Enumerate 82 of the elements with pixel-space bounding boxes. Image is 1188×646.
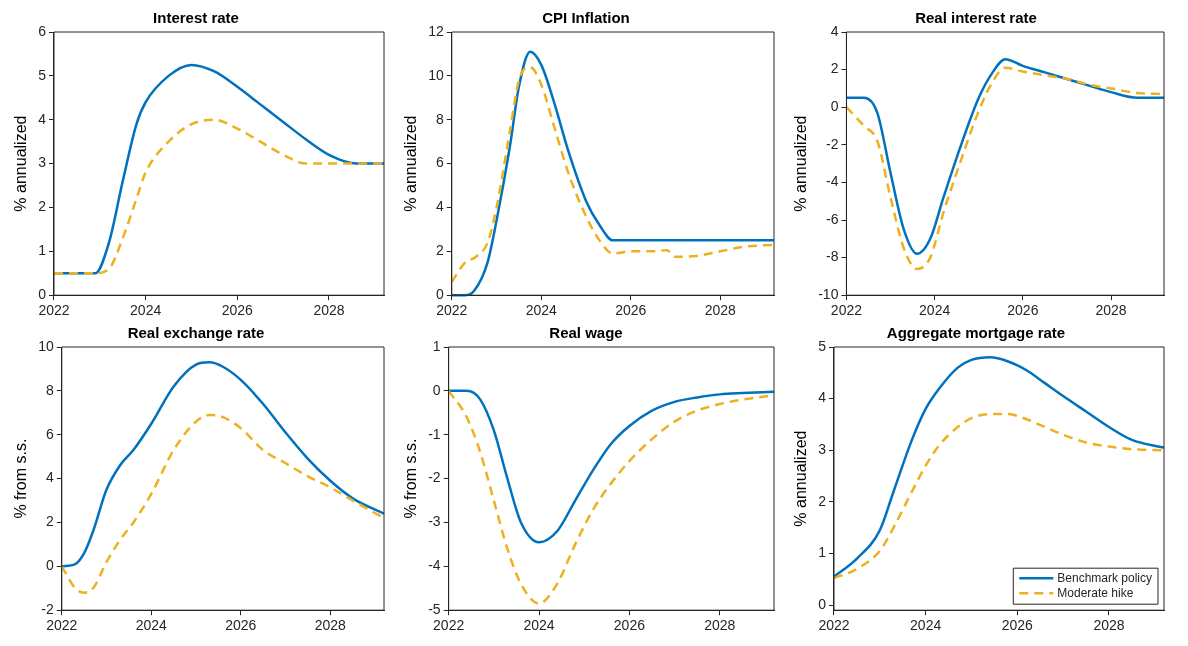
y-tick-label: -10 — [818, 286, 839, 303]
chart-title: Interest rate — [153, 9, 239, 27]
x-tick-label: 2024 — [910, 617, 942, 634]
y-tick-label: 0 — [38, 286, 47, 303]
y-tick-label: -3 — [428, 513, 441, 530]
y-tick-label: 2 — [45, 513, 54, 530]
y-tick-label: 3 — [818, 441, 827, 458]
y-axis-title: % annualized — [402, 115, 420, 212]
y-tick-label: 2 — [38, 198, 47, 215]
x-tick-label: 2024 — [135, 617, 168, 634]
y-tick-label: 2 — [435, 242, 444, 259]
y-axis-title: % annualized — [792, 115, 810, 212]
y-tick-label: 0 — [830, 98, 839, 115]
legend-label: Moderate hike — [1057, 585, 1134, 600]
chart-title: Real exchange rate — [127, 324, 265, 342]
y-tick-label: 5 — [818, 337, 827, 354]
x-tick-label: 2022 — [433, 617, 465, 634]
y-axis-title: % from s.s. — [402, 438, 420, 519]
y-tick-label: 6 — [435, 154, 444, 171]
y-tick-label: 1 — [432, 337, 441, 354]
x-tick-label: 2026 — [615, 302, 647, 319]
y-tick-label: 10 — [38, 337, 54, 354]
x-tick-label: 2022 — [818, 617, 850, 634]
y-tick-label: 4 — [435, 198, 444, 215]
y-tick-label: 1 — [38, 242, 47, 259]
y-tick-label: -8 — [825, 248, 839, 265]
y-tick-label: 6 — [38, 22, 47, 39]
y-tick-label: -4 — [428, 557, 441, 574]
x-tick-label: 2026 — [221, 302, 254, 319]
x-tick-label: 2022 — [436, 302, 468, 319]
chart-title: CPI Inflation — [542, 9, 630, 27]
y-tick-label: 12 — [428, 22, 444, 39]
y-tick-label: -4 — [825, 173, 839, 190]
x-tick-label: 2028 — [1095, 302, 1127, 319]
chart-title: Aggregate mortgage rate — [886, 324, 1066, 342]
y-tick-label: -6 — [825, 210, 839, 227]
y-tick-label: -2 — [41, 601, 54, 618]
y-tick-label: 3 — [38, 154, 47, 171]
line-series — [60, 361, 386, 568]
x-tick-label: 2026 — [613, 617, 646, 634]
y-tick-label: 8 — [435, 110, 444, 127]
y-tick-label: 2 — [818, 492, 827, 509]
x-tick-label: 2022 — [46, 617, 78, 634]
chart-title: Real interest rate — [915, 9, 1037, 27]
y-tick-label: 4 — [38, 110, 47, 127]
y-tick-label: 4 — [45, 469, 54, 486]
y-tick-label: -1 — [428, 425, 441, 442]
y-tick-label: 6 — [45, 425, 54, 442]
x-tick-label: 2028 — [704, 302, 737, 319]
y-axis-title: % from s.s. — [12, 438, 30, 519]
y-axis-title: % annualized — [792, 430, 810, 527]
x-tick-label: 2028 — [704, 617, 736, 634]
y-tick-label: -2 — [825, 135, 839, 152]
y-tick-label: 0 — [435, 286, 444, 303]
x-tick-label: 2026 — [1001, 617, 1034, 634]
x-tick-label: 2026 — [1007, 302, 1039, 319]
chart-title: Real wage — [549, 324, 623, 342]
x-tick-label: 2028 — [314, 617, 347, 634]
x-tick-label: 2028 — [313, 302, 345, 319]
x-tick-label: 2022 — [830, 302, 863, 319]
y-tick-label: 4 — [830, 22, 839, 39]
x-tick-label: 2024 — [523, 617, 555, 634]
y-tick-label: 4 — [818, 389, 827, 406]
x-tick-label: 2024 — [919, 302, 951, 319]
x-tick-label: 2024 — [525, 302, 558, 319]
legend-label: Benchmark policy — [1057, 570, 1153, 585]
y-tick-label: 2 — [830, 60, 839, 77]
y-tick-label: -2 — [428, 469, 441, 486]
x-tick-label: 2022 — [38, 302, 70, 319]
y-axis-title: % annualized — [12, 115, 30, 212]
y-tick-label: 0 — [45, 557, 54, 574]
x-tick-label: 2026 — [225, 617, 257, 634]
y-tick-label: 0 — [432, 381, 441, 398]
y-tick-label: 8 — [45, 381, 54, 398]
y-tick-label: -5 — [428, 601, 441, 618]
y-tick-label: 0 — [818, 595, 827, 612]
line-series — [447, 389, 776, 544]
y-tick-label: 10 — [428, 66, 444, 83]
y-tick-label: 5 — [38, 66, 47, 83]
y-tick-label: 1 — [818, 544, 827, 561]
x-tick-label: 2024 — [130, 302, 162, 319]
x-tick-label: 2028 — [1093, 617, 1125, 634]
